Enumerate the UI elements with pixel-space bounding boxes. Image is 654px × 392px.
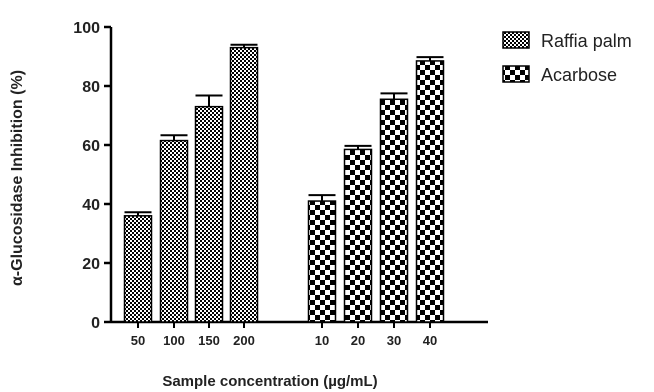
bar — [415, 60, 445, 323]
bars — [123, 43, 445, 323]
x-tick-label: 50 — [131, 333, 145, 348]
legend-label: Raffia palm — [541, 31, 632, 51]
bar — [159, 139, 189, 323]
x-tick-label: 150 — [198, 333, 220, 348]
x-axis-title: Sample concentration (µg/mL) — [162, 373, 377, 390]
x-tick-label: 40 — [423, 333, 437, 348]
legend-swatch — [502, 65, 530, 83]
tick-labels: 0 20 40 60 80 100 50 100 150 200 10 20 30 40 — [73, 20, 437, 348]
y-tick-label: 0 — [91, 315, 100, 332]
x-tick-label: 200 — [233, 333, 255, 348]
y-tick-label: 60 — [82, 138, 100, 155]
bar — [379, 98, 409, 323]
bar — [229, 46, 259, 323]
legend-swatch — [502, 31, 530, 49]
bar — [194, 105, 224, 323]
y-tick-label: 100 — [73, 20, 100, 37]
bar — [123, 215, 153, 323]
y-axis-title: α-Glucosidase Inhibition (%) — [9, 70, 26, 286]
y-tick-label: 40 — [82, 197, 100, 214]
x-tick-label: 20 — [351, 333, 365, 348]
y-tick-label: 80 — [82, 79, 100, 96]
bar — [307, 200, 337, 323]
x-tick-label: 100 — [163, 333, 185, 348]
y-tick-label: 20 — [82, 256, 100, 273]
bar — [343, 148, 373, 323]
x-tick-label: 30 — [387, 333, 401, 348]
legend: Raffia palm Acarbose — [502, 31, 632, 85]
x-tick-label: 10 — [315, 333, 329, 348]
legend-label: Acarbose — [541, 65, 617, 85]
